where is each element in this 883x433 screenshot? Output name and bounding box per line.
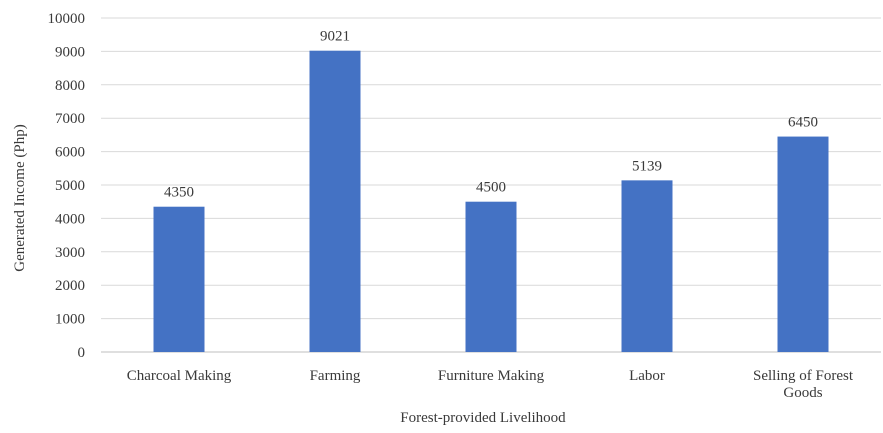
bar xyxy=(153,206,205,352)
y-tick-label: 3000 xyxy=(55,245,85,261)
bars xyxy=(153,50,829,352)
y-tick-label: 2000 xyxy=(55,278,85,294)
y-tick-label: 1000 xyxy=(55,312,85,328)
x-axis-title: Forest-provided Livelihood xyxy=(400,410,566,426)
y-axis-title: Generated Income (Php) xyxy=(12,124,28,271)
x-tick-label: Farming xyxy=(310,368,361,384)
bar xyxy=(621,180,673,352)
x-tick-label: Goods xyxy=(783,385,822,401)
y-tick-label: 6000 xyxy=(55,145,85,161)
bar xyxy=(465,201,517,352)
y-axis-ticks: 0 1000 2000 3000 4000 5000 6000 7000 8000 9000 100… xyxy=(48,11,86,361)
x-tick-label: Furniture Making xyxy=(438,368,545,384)
x-tick-label: Selling of Forest xyxy=(753,368,854,384)
x-tick-label: Charcoal Making xyxy=(127,368,232,384)
y-tick-label: 9000 xyxy=(55,44,85,60)
data-label: 9021 xyxy=(320,29,350,45)
y-tick-label: 4000 xyxy=(55,211,85,227)
y-tick-label: 7000 xyxy=(55,111,85,127)
x-tick-label: Labor xyxy=(629,368,665,384)
y-tick-label: 8000 xyxy=(55,78,85,94)
data-label: 6450 xyxy=(788,115,818,131)
bar xyxy=(777,136,829,352)
y-tick-label: 5000 xyxy=(55,178,85,194)
data-label: 5139 xyxy=(632,158,662,174)
bar xyxy=(309,50,361,352)
y-tick-label: 10000 xyxy=(48,11,86,27)
data-label: 4500 xyxy=(476,180,506,196)
data-labels: 4350 9021 4500 5139 6450 xyxy=(164,29,818,201)
x-axis-ticks: Charcoal Making Farming Furniture Making La… xyxy=(127,368,854,401)
y-tick-label: 0 xyxy=(78,345,86,361)
data-label: 4350 xyxy=(164,185,194,201)
